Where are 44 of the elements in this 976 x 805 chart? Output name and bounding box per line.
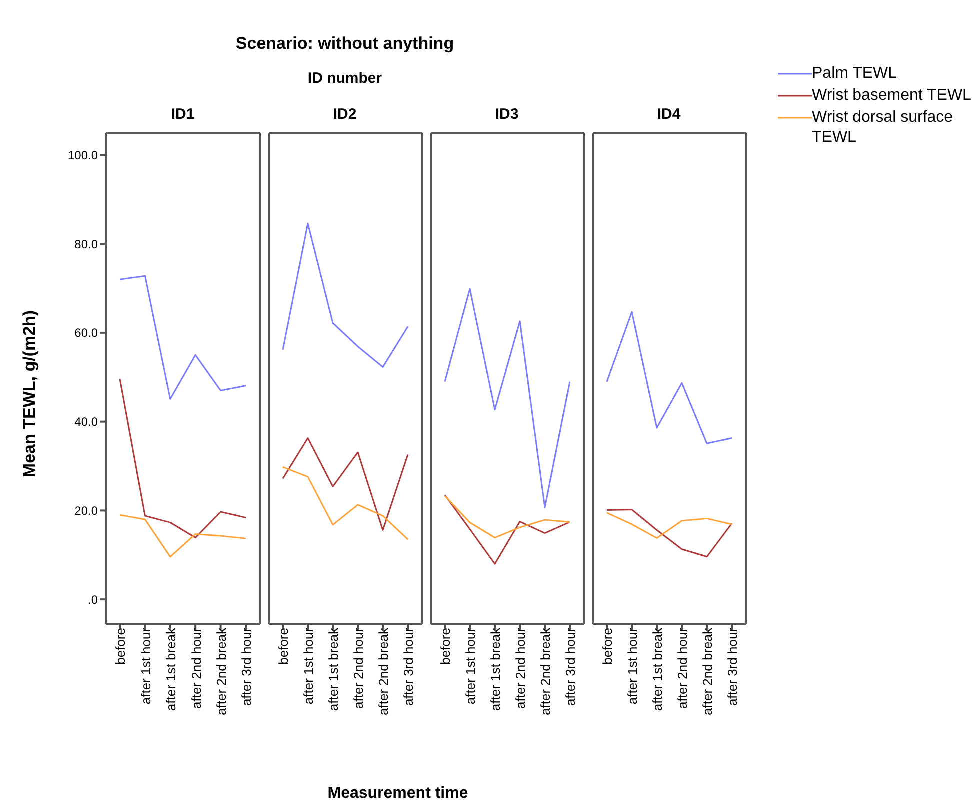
x-tick-label: after 3rd hour	[563, 627, 578, 706]
x-tick-label: after 3rd hour	[725, 627, 740, 706]
text: ID2	[332, 106, 358, 125]
chart-title: Scenario: without anything	[234, 34, 456, 54]
chart-subtitle: ID number	[306, 70, 384, 87]
x-tick-label: after 2nd break	[214, 628, 230, 716]
x-tick-label: before	[113, 628, 128, 665]
x-tick-label: after 1st hour	[463, 627, 478, 705]
y-tick-label: 40.0	[74, 415, 98, 430]
line-series	[119, 514, 247, 558]
line-series	[119, 275, 247, 400]
x-tick-label: before	[276, 628, 292, 665]
x-tick-label: after 1st break	[650, 628, 666, 712]
line-series	[119, 378, 247, 539]
x-tick-label: after 2nd break	[538, 628, 554, 716]
y-tick-label: 100.0	[68, 148, 98, 162]
x-tick-label: after 3rd hour	[401, 627, 416, 706]
y-axis-title: Mean TEWL, g/(m2h)	[20, 310, 40, 478]
chart-title: ID3	[494, 106, 520, 125]
x-tick-label: before	[600, 628, 616, 665]
x-tick-label: after 1st hour	[625, 627, 640, 705]
chart-title: ID4	[656, 106, 682, 125]
x-tick-label: after 2nd hour	[351, 627, 366, 709]
x-tick-label: after 1st hour	[138, 627, 154, 705]
x-axis-title: Measurement time	[326, 785, 470, 803]
x-tick-label: after 1st break	[488, 628, 504, 712]
x-tick-label: after 1st break	[326, 628, 342, 712]
x-tick-label: after 2nd hour	[513, 627, 528, 709]
x-tick-label: after 1st hour	[301, 627, 316, 705]
x-tick-label: before	[438, 628, 454, 665]
x-tick-label: after 1st break	[164, 628, 179, 712]
y-tick-label: 60.0	[74, 326, 98, 340]
y-tick-label: .0	[88, 592, 98, 607]
x-tick-label: after 2nd break	[700, 628, 716, 716]
y-tick-label: 80.0	[74, 237, 98, 252]
legend-label: Wrist dorsal surface TEWL	[812, 108, 954, 148]
x-tick-label: after 3rd hour	[239, 627, 254, 706]
chart-title: ID1	[170, 106, 196, 125]
x-tick-label: after 2nd hour	[188, 627, 204, 709]
x-tick-label: after 2nd hour	[675, 627, 690, 709]
legend-label: Wrist basement TEWL	[812, 86, 972, 106]
legend-label: Palm TEWL	[812, 64, 898, 84]
y-tick-label: 20.0	[74, 504, 98, 518]
x-tick-label: after 2nd break	[376, 628, 392, 716]
